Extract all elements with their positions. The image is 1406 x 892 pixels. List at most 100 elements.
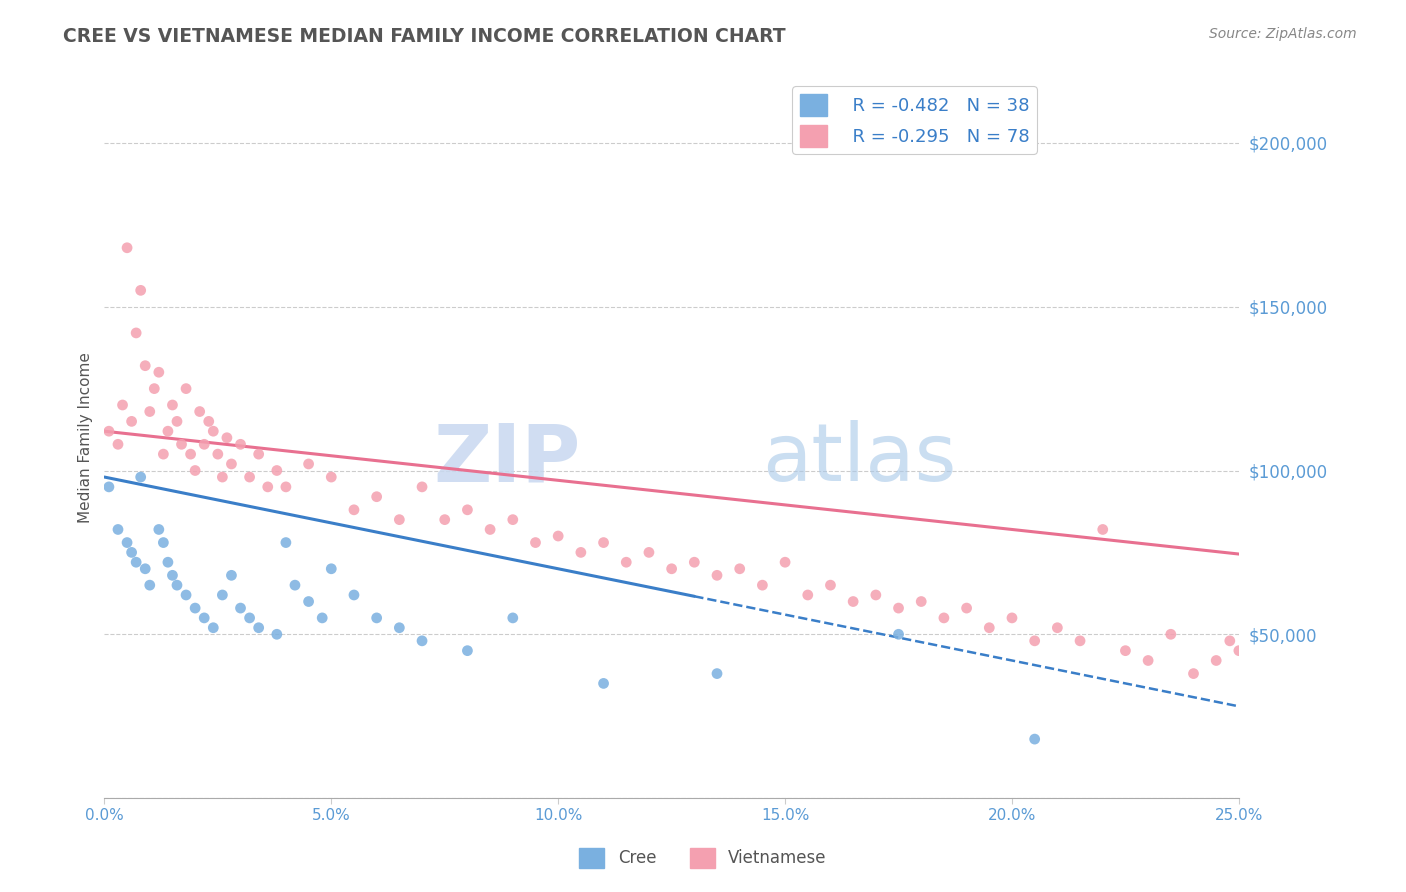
Legend:   R = -0.482   N = 38,   R = -0.295   N = 78: R = -0.482 N = 38, R = -0.295 N = 78: [793, 87, 1038, 154]
Point: [221, 568, 243, 582]
Point: [820, 578, 842, 592]
Point: [1114, 643, 1136, 657]
Point: [502, 611, 524, 625]
Point: [1182, 666, 1205, 681]
Point: [207, 447, 229, 461]
Point: [121, 414, 143, 428]
Point: [221, 457, 243, 471]
Point: [343, 588, 366, 602]
Point: [411, 633, 433, 648]
Point: [1046, 621, 1069, 635]
Point: [143, 382, 166, 396]
Point: [170, 437, 193, 451]
Point: [211, 588, 233, 602]
Point: [148, 523, 170, 537]
Point: [433, 513, 456, 527]
Point: [239, 611, 262, 625]
Y-axis label: Median Family Income: Median Family Income: [79, 352, 93, 524]
Point: [683, 555, 706, 569]
Point: [547, 529, 569, 543]
Point: [638, 545, 661, 559]
Point: [979, 621, 1001, 635]
Point: [1069, 633, 1091, 648]
Point: [148, 365, 170, 379]
Point: [134, 562, 156, 576]
Point: [865, 588, 887, 602]
Text: CREE VS VIETNAMESE MEDIAN FAMILY INCOME CORRELATION CHART: CREE VS VIETNAMESE MEDIAN FAMILY INCOME …: [63, 27, 786, 45]
Point: [592, 535, 614, 549]
Point: [592, 676, 614, 690]
Point: [215, 431, 238, 445]
Point: [162, 568, 184, 582]
Point: [139, 578, 162, 592]
Point: [321, 562, 343, 576]
Point: [166, 578, 188, 592]
Point: [274, 535, 297, 549]
Point: [456, 643, 478, 657]
Legend: Cree, Vietnamese: Cree, Vietnamese: [572, 841, 834, 875]
Text: ZIP: ZIP: [433, 420, 581, 499]
Point: [728, 562, 751, 576]
Point: [193, 437, 215, 451]
Point: [842, 594, 865, 608]
Point: [456, 503, 478, 517]
Point: [706, 568, 728, 582]
Point: [111, 398, 134, 412]
Point: [202, 621, 225, 635]
Point: [1219, 633, 1241, 648]
Point: [211, 470, 233, 484]
Point: [107, 437, 129, 451]
Point: [1091, 523, 1114, 537]
Point: [297, 457, 319, 471]
Point: [706, 666, 728, 681]
Point: [97, 424, 120, 438]
Point: [229, 437, 252, 451]
Point: [121, 545, 143, 559]
Point: [115, 535, 138, 549]
Point: [1024, 633, 1046, 648]
Point: [297, 594, 319, 608]
Point: [955, 601, 977, 615]
Point: [125, 326, 148, 340]
Point: [366, 611, 388, 625]
Point: [388, 621, 411, 635]
Point: [614, 555, 637, 569]
Point: [479, 523, 502, 537]
Point: [266, 627, 288, 641]
Point: [411, 480, 433, 494]
Point: [247, 621, 270, 635]
Point: [1001, 611, 1024, 625]
Point: [569, 545, 592, 559]
Point: [321, 470, 343, 484]
Point: [1250, 666, 1272, 681]
Point: [932, 611, 955, 625]
Point: [1137, 653, 1160, 667]
Point: [107, 523, 129, 537]
Point: [887, 601, 910, 615]
Point: [174, 382, 197, 396]
Point: [166, 414, 188, 428]
Point: [239, 470, 262, 484]
Point: [274, 480, 297, 494]
Point: [388, 513, 411, 527]
Point: [129, 470, 152, 484]
Point: [773, 555, 796, 569]
Point: [751, 578, 773, 592]
Point: [115, 241, 138, 255]
Point: [797, 588, 820, 602]
Point: [1227, 643, 1250, 657]
Point: [502, 513, 524, 527]
Point: [256, 480, 278, 494]
Point: [152, 535, 174, 549]
Point: [524, 535, 547, 549]
Point: [156, 424, 179, 438]
Point: [661, 562, 683, 576]
Point: [188, 404, 211, 418]
Point: [184, 601, 207, 615]
Point: [152, 447, 174, 461]
Point: [1205, 653, 1227, 667]
Point: [366, 490, 388, 504]
Point: [139, 404, 162, 418]
Point: [202, 424, 225, 438]
Point: [197, 414, 219, 428]
